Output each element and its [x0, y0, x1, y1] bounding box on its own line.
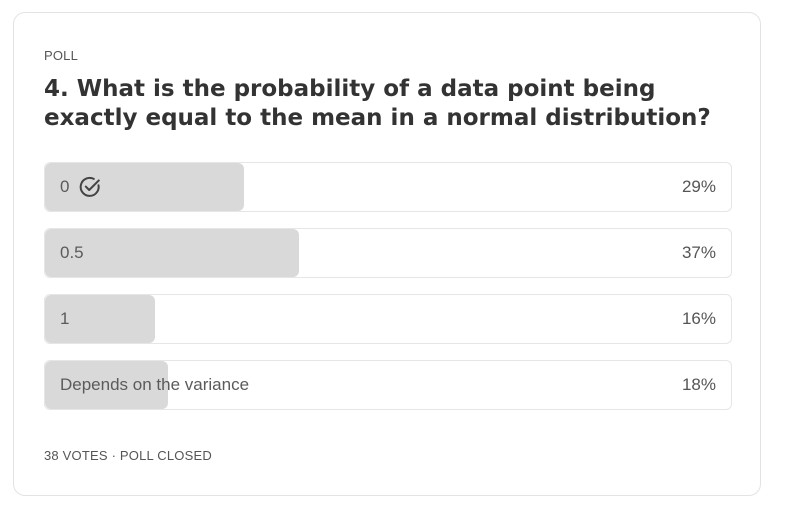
poll-option-percent: 29% — [681, 177, 716, 196]
poll-option-label-wrap: 1 — [60, 295, 69, 343]
poll-option-fill — [45, 229, 299, 277]
poll-option-fill — [45, 361, 169, 409]
poll-footer: 38 VOTES · POLL CLOSED — [44, 448, 212, 463]
poll-option-label: 0 — [60, 177, 70, 196]
poll-option-percent: 37% — [681, 243, 716, 262]
poll-label: POLL — [44, 48, 79, 63]
poll-status: POLL CLOSED — [119, 448, 212, 463]
vote-count: 38 VOTES — [44, 448, 108, 463]
footer-separator: · — [111, 448, 117, 463]
poll-option-label-wrap: 0 — [60, 163, 102, 211]
poll-option-3[interactable]: Depends on the variance 18% — [44, 360, 732, 410]
poll-option-label-wrap: Depends on the variance — [60, 361, 249, 409]
poll-option-label-wrap: 0.5 — [60, 229, 84, 277]
check-circle-icon — [78, 175, 102, 199]
poll-option-percent: 18% — [681, 375, 716, 394]
poll-question: 4. What is the probability of a data poi… — [44, 76, 711, 131]
poll-option-label: Depends on the variance — [60, 375, 250, 394]
poll-option-label: 1 — [60, 309, 70, 328]
poll-option-percent: 16% — [681, 309, 716, 328]
poll-option-fill — [45, 295, 155, 343]
poll-options: 0 29% 0.5 37% 1 16% — [44, 162, 732, 426]
poll-option-2[interactable]: 1 16% — [44, 294, 732, 344]
poll-option-label: 0.5 — [60, 243, 84, 262]
poll-card: POLL 4. What is the probability of a dat… — [13, 12, 761, 496]
poll-option-1[interactable]: 0.5 37% — [44, 228, 732, 278]
poll-option-0[interactable]: 0 29% — [44, 162, 732, 212]
poll-option-fill — [45, 163, 244, 211]
